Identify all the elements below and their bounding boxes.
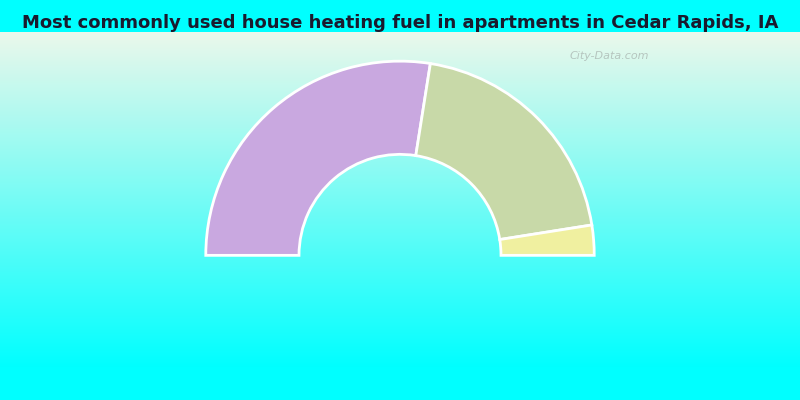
Wedge shape: [500, 225, 594, 255]
Text: Most commonly used house heating fuel in apartments in Cedar Rapids, IA: Most commonly used house heating fuel in…: [22, 14, 778, 32]
Wedge shape: [206, 61, 430, 255]
Wedge shape: [416, 64, 592, 240]
Text: City-Data.com: City-Data.com: [569, 52, 649, 62]
